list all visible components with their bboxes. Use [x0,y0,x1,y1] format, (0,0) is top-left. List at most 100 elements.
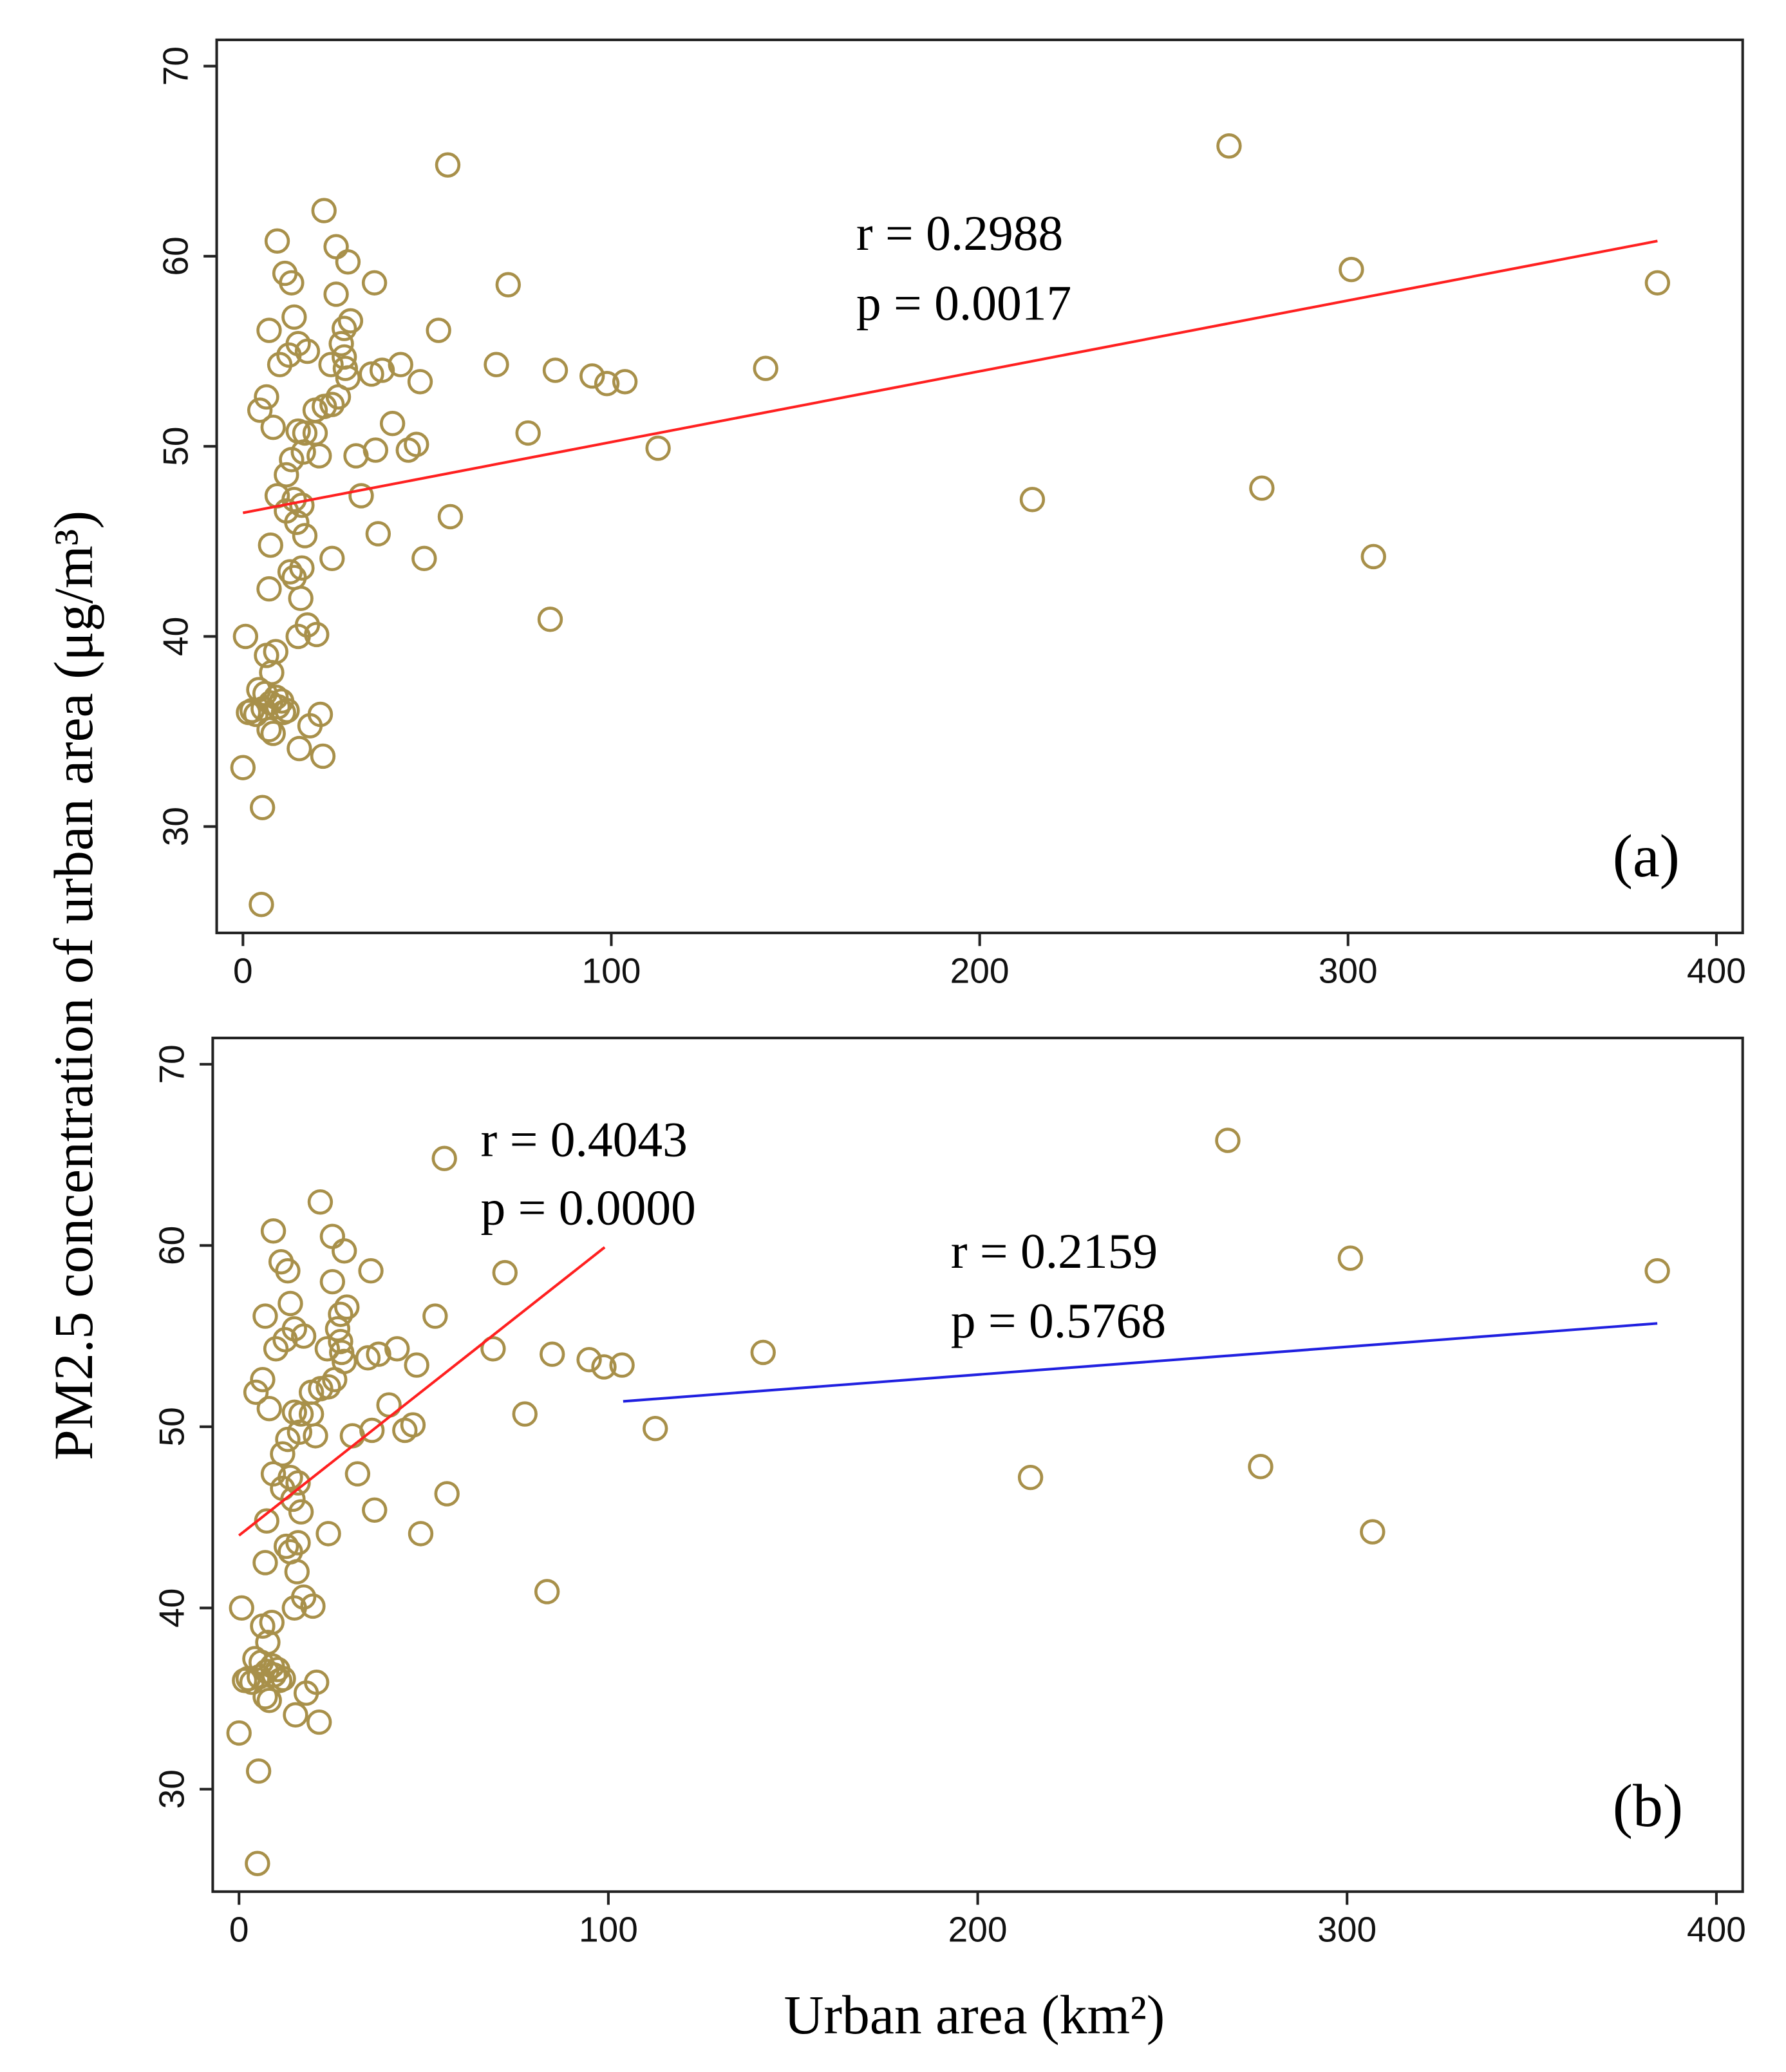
data-point [404,1352,429,1378]
data-point [288,1499,314,1525]
data-point [307,701,334,728]
data-point [290,1323,317,1349]
data-point [270,1666,296,1691]
data-point [1216,133,1242,159]
y-tick-label: 40 [156,617,196,656]
fit-line-red [242,240,1658,514]
data-point [1337,1245,1364,1271]
x-tick-label: 400 [1687,1909,1746,1949]
data-point [270,1441,296,1467]
data-point [289,555,315,581]
fit-line-blue [623,1322,1658,1403]
annotation-b1-p: p = 0.0000 [481,1180,696,1236]
annotation-a-r: r = 0.2988 [856,205,1063,261]
data-point [332,1238,357,1264]
y-axis-label: PM2.5 concentration of urban area (μg/m³… [43,511,104,1460]
data-point [435,152,461,178]
panel-b: 0 100 200 300 400 30 40 50 60 70 [152,1037,1746,1949]
data-point [310,743,336,769]
data-point [645,435,671,461]
data-point [366,1341,391,1367]
data-point [579,363,605,389]
data-point [285,1530,311,1556]
panel-label-b: (b) [1613,1773,1683,1840]
data-point [323,234,349,259]
data-point [576,1346,602,1373]
annotation-b2-p: p = 0.5768 [951,1293,1166,1348]
data-point [256,1395,282,1422]
data-point [287,735,312,762]
data-point [260,720,286,746]
data-point [328,1328,353,1355]
data-point [1644,1258,1670,1284]
data-point [362,1497,388,1523]
data-point [750,1339,776,1366]
data-point [400,1412,426,1438]
data-point [1017,1464,1044,1491]
data-point [304,621,330,648]
data-point [259,1610,285,1635]
data-point [365,521,391,547]
plot-frame [215,38,1744,934]
data-point [289,493,315,518]
data-point [369,357,395,383]
data-point [275,1258,301,1284]
data-point [263,1336,289,1362]
data-point [281,304,307,330]
data-point [247,397,273,423]
data-point [319,1223,346,1249]
data-point [324,1316,351,1342]
data-point [264,228,290,254]
data-point [260,414,286,440]
data-point [249,892,274,918]
data-point [437,504,464,530]
data-point [267,352,293,377]
data-point [306,1709,332,1735]
data-point [753,355,778,381]
x-tick-label: 300 [1319,950,1378,990]
data-point [359,1417,385,1444]
data-point [537,607,563,632]
y-tick-label: 30 [156,807,196,846]
data-point [280,1486,306,1512]
x-axis-label: Urban area (km²) [784,1984,1165,2046]
data-point [258,532,283,558]
data-point [311,198,337,223]
data-point [285,1470,311,1496]
data-point [643,1415,668,1442]
data-point [1360,1519,1386,1545]
y-tick-label: 40 [152,1588,192,1628]
data-point [1215,1127,1241,1153]
data-point [232,623,259,650]
data-point [273,1533,299,1559]
data-point [384,1336,410,1362]
data-point [256,576,282,602]
data-point [290,1584,317,1610]
data-point [358,1258,384,1284]
data-point [254,384,279,410]
y-tick-label: 70 [156,46,196,86]
data-point [334,1294,360,1320]
data-point [1249,475,1275,501]
data-point [411,545,437,572]
data-point [379,411,406,437]
data-point [355,1345,381,1371]
data-point [252,1550,278,1576]
data-point [322,1366,348,1393]
data-point [245,1758,272,1784]
data-point [230,755,256,780]
data-point [274,462,299,488]
annotation-b1-r: r = 0.4043 [481,1112,688,1167]
x-tick-label: 200 [948,1909,1008,1949]
data-point [315,1374,341,1400]
data-point [348,483,374,509]
y-tick-label: 50 [152,1407,192,1446]
data-point [287,1419,312,1445]
data-point [290,439,316,465]
data-point [542,357,569,383]
data-point [284,509,310,535]
data-point [361,270,388,296]
data-point [318,352,344,377]
data-point [303,1423,328,1449]
x-tick-label: 100 [582,950,641,990]
